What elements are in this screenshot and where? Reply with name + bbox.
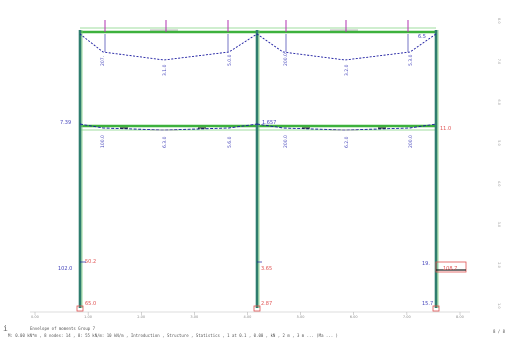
y-tick-label: 1.0	[497, 303, 501, 309]
y-tick-label: 2.0	[497, 262, 501, 268]
x-tick-label: 1.00	[84, 315, 92, 319]
label-b1-1: 207.	[100, 56, 106, 66]
label-right-base: 15.7	[422, 301, 433, 307]
label-right-bottom: 19.	[422, 261, 430, 267]
y-tick-label: 5.0	[497, 140, 501, 146]
label-b2-6: 200.0	[408, 135, 414, 148]
label-mid-base: 2.87	[261, 301, 272, 307]
label-b2-2: 6.3.0	[162, 136, 168, 148]
status-detail: M: 0.00 kN*m , 8 nodes: 14 , 8: 55 kN/m:…	[8, 333, 338, 338]
label-top-right: 6.5	[418, 34, 426, 40]
x-tick-label: 7.00	[403, 315, 411, 319]
supports	[76, 305, 440, 312]
y-tick-label: 4.0	[497, 181, 501, 187]
label-b1-4: 200.0	[283, 53, 289, 66]
label-b2-5: 6.2.0	[344, 136, 350, 148]
moment-labels: 7.39 1.657 11.0 6.5 102.0 50.2 65.0 3.65…	[58, 34, 457, 307]
x-tick-label: 4.00	[244, 315, 252, 319]
x-tick-label: 6.00	[350, 315, 358, 319]
x-tick-label: 3.00	[190, 315, 198, 319]
label-left-base: 65.0	[85, 301, 96, 307]
status-bar: i Envelope of moments Group 7 M: 0.00 kN…	[0, 323, 511, 343]
y-tick-label: 8.0	[497, 18, 501, 24]
status-corner-glyph: i	[3, 324, 8, 333]
label-b2-1: 100.0	[100, 135, 106, 148]
label-left-bottom-red: 50.2	[85, 259, 96, 265]
support-right	[432, 305, 440, 312]
label-b1-5: 3.2.0	[344, 64, 350, 76]
label-b1-3: 5.0.0	[227, 54, 233, 66]
y-tick-label: 6.0	[497, 99, 501, 105]
label-left-mid: 7.39	[60, 120, 71, 126]
label-b1-6: 5.3.0	[408, 54, 414, 66]
column-base-diagrams	[80, 261, 467, 273]
x-tick-label: 5.00	[297, 315, 305, 319]
beam-load-marks	[120, 29, 386, 131]
moment-diagram-roof	[79, 33, 437, 61]
label-mid-mid: 1.657	[262, 120, 276, 126]
y-axis: 8.0 7.0 6.0 5.0 4.0 3.0 2.0 1.0	[497, 18, 501, 309]
status-title: Envelope of moments Group 7	[30, 326, 96, 331]
y-tick-label: 7.0	[497, 59, 501, 65]
beams	[80, 27, 436, 131]
columns	[78, 30, 439, 308]
x-axis: 0.00 1.00 2.00 3.00 4.00 5.00 6.00 7.00 8.00	[30, 311, 470, 319]
label-left-bottom: 102.0	[58, 266, 72, 272]
label-mid-bottom: 3.65	[261, 266, 272, 272]
label-right-bottom-red: 108.7	[443, 266, 457, 272]
load-ticks	[104, 20, 409, 52]
support-left	[76, 305, 84, 312]
x-tick-label: 0.00	[31, 315, 39, 319]
label-right-mid: 11.0	[440, 126, 451, 132]
x-tick-label: 2.00	[137, 315, 145, 319]
y-tick-label: 3.0	[497, 222, 501, 228]
support-mid	[253, 305, 261, 312]
page-indicator: 8 / 8	[492, 329, 505, 334]
label-b2-4: 200.0	[283, 135, 289, 148]
label-b2-3: 5.6.0	[227, 136, 233, 148]
x-tick-label: 8.00	[456, 315, 464, 319]
label-b1-2: 3.1.0	[162, 64, 168, 76]
